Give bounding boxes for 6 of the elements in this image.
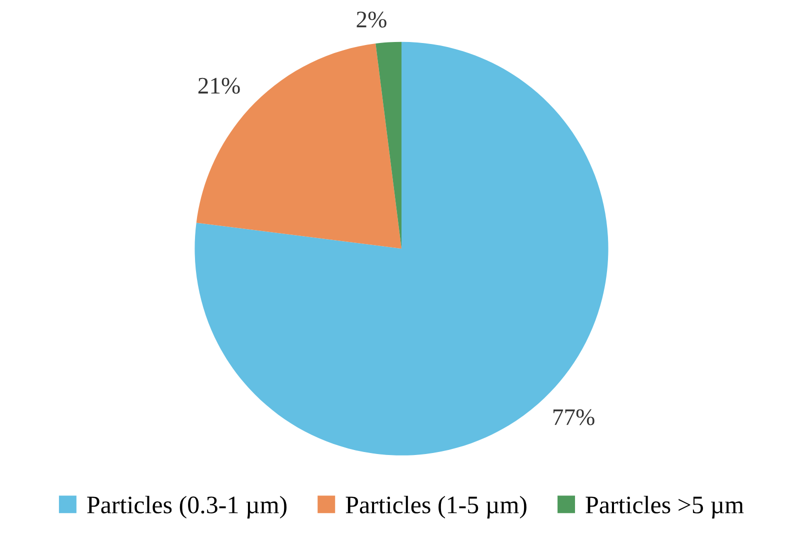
data-label: 77% [553,409,594,426]
legend-label: Particles (0.3-1 µm) [87,496,287,518]
data-label: 21% [198,78,240,94]
legend-label: Particles >5 µm [586,496,744,518]
legend-label: Particles (1-5 µm) [346,496,526,518]
data-label: 2% [356,12,386,28]
